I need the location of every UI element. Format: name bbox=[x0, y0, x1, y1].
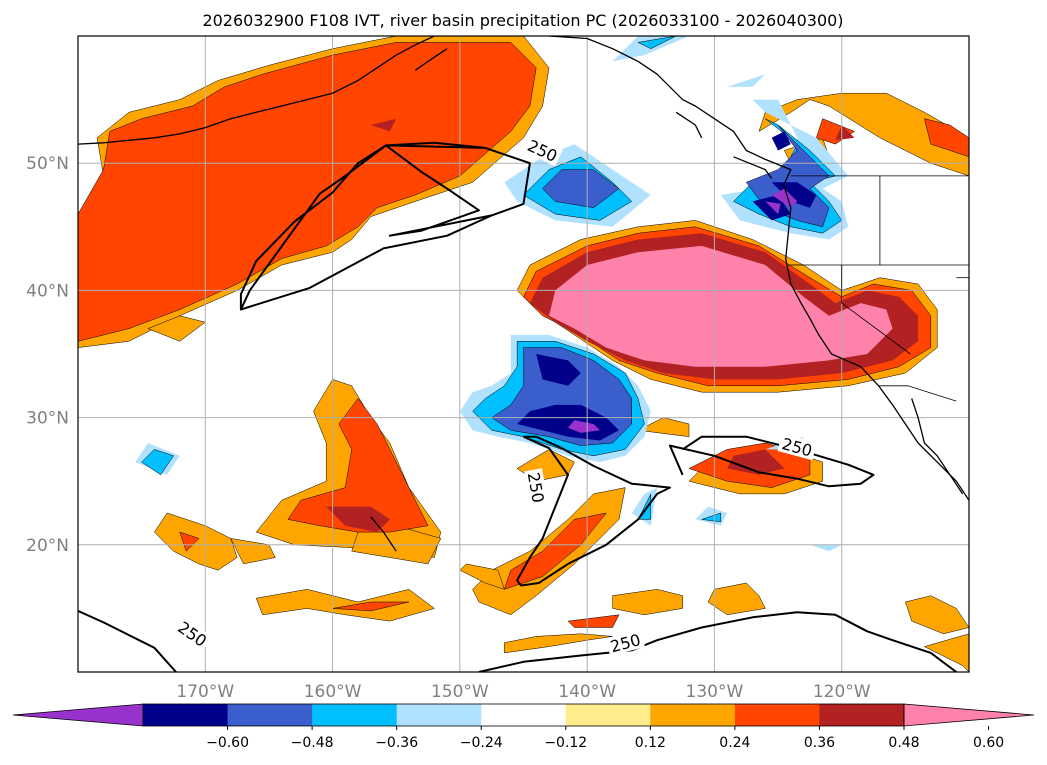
field-0.36-7 bbox=[924, 118, 969, 158]
field-0.36-0 bbox=[78, 42, 537, 342]
coastline-6 bbox=[733, 156, 773, 179]
colorbar-tick-label-7: 0.36 bbox=[804, 735, 835, 751]
coastline-7 bbox=[370, 516, 397, 552]
coastline-0 bbox=[782, 183, 969, 501]
field-0.24-15 bbox=[758, 92, 969, 177]
field-0.48-4 bbox=[835, 125, 855, 141]
x-tick-label-140: 140°W bbox=[558, 682, 616, 702]
field-0.6-0 bbox=[549, 245, 893, 367]
colorbar-segment-2 bbox=[312, 704, 398, 726]
border-3 bbox=[841, 265, 911, 355]
x-tick-label-150: 150°W bbox=[431, 682, 489, 702]
colorbar-extend-high bbox=[903, 703, 1035, 727]
field--0.24-6 bbox=[637, 36, 677, 49]
ivt-contour-label-bg-4 bbox=[605, 629, 646, 657]
colorbar-segment-3 bbox=[396, 704, 482, 726]
ivt-contour-line-0 bbox=[239, 141, 531, 311]
field--0.48-0 bbox=[536, 354, 581, 386]
y-tick-label-20: 20°N bbox=[26, 536, 69, 556]
ivt-contour-line-3 bbox=[78, 609, 177, 672]
field-0.24-3 bbox=[504, 633, 613, 654]
field--0.6-2 bbox=[765, 201, 781, 215]
field-0.48-3 bbox=[727, 449, 785, 475]
field-0.24-19 bbox=[637, 417, 690, 437]
x-tick-label-130: 130°W bbox=[686, 682, 744, 702]
x-tick-label-160: 160°W bbox=[304, 682, 362, 702]
field--0.24-5 bbox=[701, 512, 722, 523]
ivt-contour-label-4: 250 bbox=[608, 630, 642, 656]
field-0.24-5 bbox=[459, 563, 505, 590]
field--0.6-1 bbox=[771, 188, 798, 208]
field-0.36-5 bbox=[567, 614, 620, 628]
field--0.36-0 bbox=[542, 169, 620, 208]
coastline-4 bbox=[414, 48, 448, 71]
map-gridlines bbox=[78, 36, 969, 672]
colorbar-segment-5 bbox=[565, 704, 651, 726]
colorbar-tick-label-3: −0.24 bbox=[460, 735, 503, 751]
ivt-contour-line-4 bbox=[478, 611, 957, 672]
colorbar-segment-6 bbox=[650, 704, 736, 726]
field--0.24-4 bbox=[637, 493, 652, 520]
x-tick-label-120: 120°W bbox=[813, 682, 871, 702]
colorbar-tick-label-5: 0.12 bbox=[635, 735, 666, 751]
ivt-contour-label-1: 250 bbox=[524, 471, 548, 504]
map-frame bbox=[77, 35, 970, 673]
field-0.24-7 bbox=[255, 589, 435, 622]
y-tick-label-50: 50°N bbox=[26, 154, 69, 174]
colorbar: −0.60 −0.48 −0.36 −0.24 −0.12 0.12 0.24 0.36 0.4… bbox=[12, 703, 1035, 751]
coastline-1 bbox=[911, 398, 964, 495]
colorbar-tick-label-1: −0.48 bbox=[291, 735, 334, 751]
colorbar-tick-label-6: 0.24 bbox=[719, 735, 750, 751]
colorbar-tick-label-9: 0.60 bbox=[973, 735, 1004, 751]
precipitation-pc-fields bbox=[78, 36, 969, 672]
coastline-5 bbox=[675, 111, 703, 139]
chart-title: 2026032900 F108 IVT, river basin precipi… bbox=[202, 11, 843, 30]
field-0.24-13 bbox=[230, 538, 276, 565]
field--0.6-0 bbox=[568, 420, 600, 433]
ivt-contour-label-bg-3 bbox=[172, 616, 213, 652]
coastline-borders bbox=[78, 36, 969, 552]
field--0.48-3 bbox=[771, 182, 817, 208]
colorbar-segment-4 bbox=[481, 704, 567, 726]
y-tick-label-40: 40°N bbox=[26, 281, 69, 301]
colorbar-tick-label-0: −0.60 bbox=[206, 735, 249, 751]
field--0.12-9 bbox=[809, 544, 842, 552]
ivt-contour-line-1 bbox=[516, 435, 671, 587]
colorbar-tick-label-2: −0.36 bbox=[375, 735, 418, 751]
field-0.36-1 bbox=[287, 398, 429, 533]
field-0.36-4 bbox=[332, 601, 410, 612]
colorbar-extend-low bbox=[12, 703, 144, 727]
x-tick-label-170: 170°W bbox=[176, 682, 234, 702]
colorbar-segment-8 bbox=[819, 704, 905, 726]
ivt-contour-label-bg-2 bbox=[777, 433, 817, 461]
ivt-contour-label-bg-1 bbox=[524, 468, 549, 507]
field-0.48-2 bbox=[370, 118, 397, 132]
colorbar-segment-0 bbox=[143, 704, 229, 726]
y-axis-ticks: 20°N 30°N 40°N 50°N bbox=[26, 154, 69, 556]
field--0.48-1 bbox=[517, 404, 619, 441]
coastline-2 bbox=[548, 36, 792, 184]
ivt-contour-label-bg-0 bbox=[522, 134, 563, 167]
field--0.12-7 bbox=[727, 74, 766, 87]
colorbar-frame bbox=[142, 703, 905, 727]
field-0.24-9 bbox=[707, 582, 766, 616]
field--0.24-3 bbox=[141, 449, 174, 476]
border-4 bbox=[878, 385, 957, 402]
y-tick-label-30: 30°N bbox=[26, 409, 69, 429]
field--0.48-2 bbox=[771, 131, 791, 151]
colorbar-segment-7 bbox=[734, 704, 820, 726]
colorbar-tick-label-4: −0.12 bbox=[544, 735, 587, 751]
colorbar-tick-label-8: 0.48 bbox=[888, 735, 919, 751]
field-0.24-8 bbox=[612, 589, 683, 616]
coastline-3 bbox=[78, 36, 435, 145]
field-0.48-1 bbox=[326, 506, 390, 533]
field-0.24-11 bbox=[924, 633, 969, 672]
field-0.24-10 bbox=[905, 595, 969, 635]
x-axis-ticks: 170°W 160°W 150°W 140°W 130°W 120°W bbox=[176, 682, 870, 702]
colorbar-segment-1 bbox=[227, 704, 313, 726]
ivt-contour-line-2 bbox=[668, 435, 875, 488]
field-0.36-2 bbox=[504, 512, 607, 590]
